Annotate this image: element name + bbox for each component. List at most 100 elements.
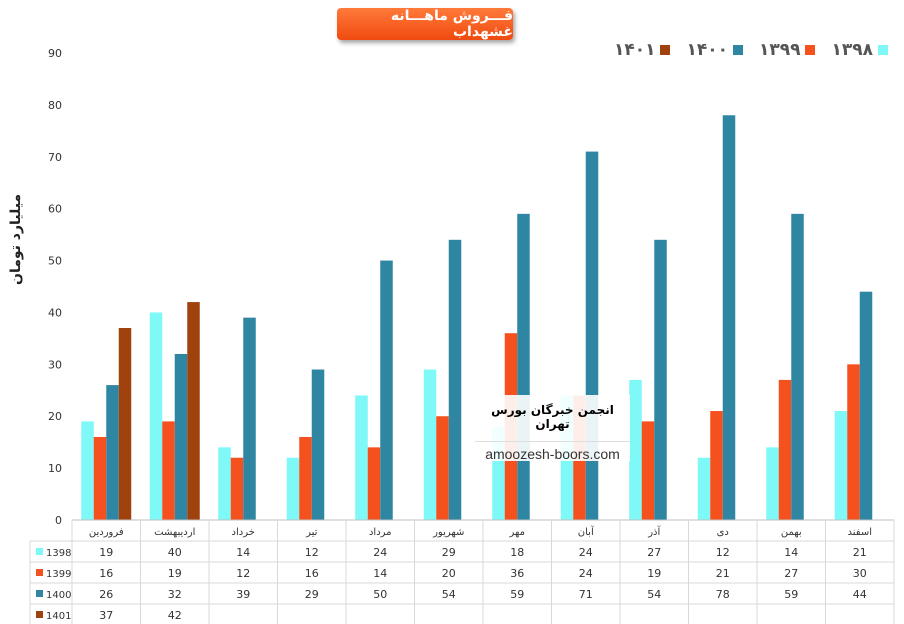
bar-1400-6 [517, 213, 530, 520]
bar-1398-0 [81, 421, 94, 520]
bar-1399-5 [436, 416, 449, 520]
category-label: فروردین [89, 527, 124, 538]
data-label: 71 [579, 588, 593, 601]
chart-title: فـــروش ماهـــانه غشهداب [337, 8, 513, 40]
bar-1398-8 [629, 379, 642, 520]
table-series-label: 1399 [46, 569, 71, 580]
data-label: 12 [305, 546, 319, 559]
bar-1399-0 [93, 436, 107, 520]
table-series-label: 1398 [46, 548, 71, 559]
bar-1400-11 [859, 291, 873, 520]
data-label: 26 [99, 588, 113, 601]
legend-label-1399: ۱۳۹۹ [758, 40, 801, 60]
bar-1399-11 [847, 364, 860, 520]
legend-item-1399: ۱۳۹۹ [759, 40, 816, 60]
data-label: 59 [510, 588, 524, 601]
y-tick-label: 0 [55, 514, 62, 527]
data-label: 27 [784, 567, 798, 580]
y-tick-label: 90 [48, 47, 62, 60]
bar-1398-2 [218, 447, 231, 520]
data-label: 18 [510, 546, 524, 559]
legend-label-1398: ۱۳۹۸ [831, 40, 873, 60]
bar-1398-9 [697, 457, 711, 520]
bar-1399-2 [230, 457, 244, 520]
legend-label-1401: ۱۴۰۱ [613, 40, 656, 60]
category-label: آبان [578, 525, 595, 538]
bar-1399-9 [710, 411, 723, 520]
data-label: 21 [716, 567, 730, 580]
bar-1399-1 [162, 421, 175, 520]
watermark-line2: amoozesh-boors.com [475, 441, 630, 462]
data-label: 14 [373, 567, 387, 580]
bar-1400-9 [722, 115, 736, 521]
data-label: 54 [442, 588, 456, 601]
legend-item-1400: ۱۴۰۰ [686, 40, 743, 60]
table-legend-key [36, 611, 43, 618]
bar-1398-1 [149, 312, 163, 520]
data-label: 54 [647, 588, 661, 601]
bar-1400-3 [311, 369, 325, 520]
data-label: 20 [442, 567, 456, 580]
bar-1398-3 [286, 457, 300, 520]
data-label: 78 [716, 588, 730, 601]
category-label: اردیبهشت [154, 527, 195, 538]
data-label: 24 [373, 546, 387, 559]
data-label: 12 [716, 546, 730, 559]
y-tick-label: 60 [48, 203, 62, 216]
bar-1400-0 [106, 385, 119, 520]
data-label: 50 [373, 588, 387, 601]
bar-1399-3 [299, 436, 312, 520]
data-label: 39 [236, 588, 250, 601]
data-label: 19 [99, 546, 113, 559]
bar-1398-5 [423, 369, 437, 520]
category-label: مهر [509, 527, 525, 538]
data-label: 16 [305, 567, 319, 580]
data-label: 24 [579, 567, 593, 580]
category-label: تیر [305, 527, 318, 538]
legend-swatch-1400 [732, 45, 743, 55]
legend: ۱۴۰۱ ۱۴۰۰ ۱۳۹۹ ۱۳۹۸ [614, 40, 888, 60]
table-legend-key [36, 590, 43, 597]
bar-1399-8 [641, 421, 655, 520]
data-label: 14 [236, 546, 250, 559]
y-tick-label: 70 [48, 151, 62, 164]
data-label: 27 [647, 546, 661, 559]
data-label: 40 [168, 546, 182, 559]
category-label: مرداد [369, 527, 392, 538]
data-label: 16 [99, 567, 113, 580]
bar-1401-1 [187, 302, 200, 520]
data-label: 24 [579, 546, 593, 559]
legend-label-1400: ۱۴۰۰ [686, 40, 728, 60]
legend-swatch-1399 [805, 45, 816, 55]
data-label: 42 [168, 609, 182, 622]
watermark-line1: انجمن خبرگان بورس تهران [491, 403, 614, 431]
bar-1400-5 [448, 239, 462, 521]
data-label: 14 [784, 546, 798, 559]
legend-swatch-1401 [660, 45, 671, 55]
legend-item-1401: ۱۴۰۱ [614, 40, 671, 60]
bar-1400-8 [654, 239, 667, 521]
bar-1400-7 [585, 151, 599, 521]
table-series-label: 1401 [46, 611, 71, 622]
table-legend-key [36, 569, 43, 576]
bar-1398-10 [766, 447, 779, 520]
category-label: آذر [647, 525, 661, 538]
data-label: 29 [442, 546, 456, 559]
data-label: 30 [853, 567, 867, 580]
y-tick-label: 40 [48, 306, 62, 319]
table-legend-key [36, 548, 43, 555]
category-label: خرداد [232, 527, 255, 538]
data-label: 12 [236, 567, 250, 580]
y-axis-label: میلیارد تومان [8, 193, 24, 285]
data-label: 29 [305, 588, 319, 601]
category-label: بهمن [781, 527, 802, 538]
data-label: 44 [853, 588, 867, 601]
y-tick-label: 10 [48, 462, 62, 475]
watermark: انجمن خبرگان بورس تهران amoozesh-boors.c… [475, 395, 630, 462]
data-label: 21 [853, 546, 867, 559]
bar-1399-10 [778, 379, 792, 520]
y-tick-label: 20 [48, 410, 62, 423]
bar-1400-1 [174, 353, 188, 520]
legend-swatch-1398 [878, 45, 888, 55]
